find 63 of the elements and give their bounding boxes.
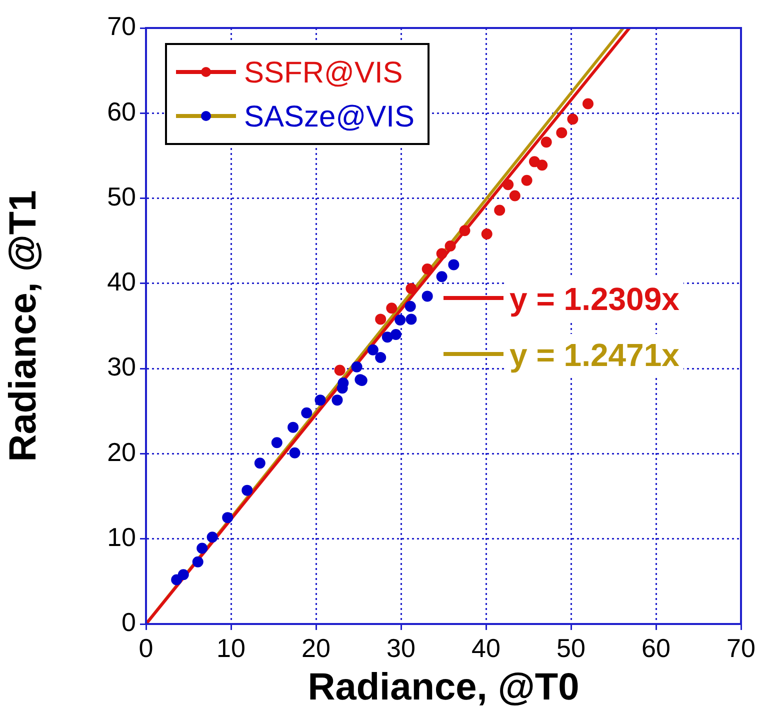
y-tick-label: 0 [122,607,136,638]
point [404,300,416,312]
legend-label: SSFR@VIS [244,56,403,90]
point [422,290,433,302]
point [444,240,456,252]
x-tick-label: 10 [216,632,246,663]
point [567,114,578,125]
point [459,225,470,236]
point [556,127,568,138]
point [436,271,448,282]
legend-label: SASze@VIS [244,100,415,134]
point [536,160,548,171]
point [242,484,253,496]
point [509,190,520,202]
point [222,512,234,524]
point [394,314,406,326]
x-tick-label: 30 [386,632,416,663]
point [386,302,398,314]
y-tick-label: 70 [107,11,136,42]
point [422,263,433,274]
point [406,314,417,325]
point [502,179,514,190]
y-tick-label: 20 [107,436,136,467]
x-tick-label: 50 [556,632,586,663]
annotation: y = 1.2471x [510,336,680,373]
y-tick-label: 50 [107,181,136,212]
point [521,174,532,186]
point [271,437,282,448]
point [375,314,386,325]
point [192,556,204,568]
point [206,532,218,543]
annotation: y = 1.2309x [510,280,680,317]
point [494,204,506,216]
point [390,329,402,340]
point [332,394,343,406]
y-tick-label: 60 [107,96,136,126]
x-tick-label: 40 [472,632,500,663]
point [540,136,552,148]
point [448,259,460,270]
point [351,361,362,372]
point [406,283,417,294]
point [289,447,300,458]
x-axis-title: Radiance, @T0 [308,666,580,709]
point [367,344,378,356]
point [582,98,594,110]
point [382,332,393,343]
y-axis-title: Radiance, @T1 [2,190,44,462]
x-tick-label: 20 [302,632,330,663]
y-tick-label: 30 [107,352,136,382]
point [178,569,189,580]
point [334,364,346,376]
y-tick-label: 10 [107,522,136,552]
point [196,542,208,554]
point [314,394,326,406]
y-tick-label: 40 [107,266,136,297]
point [288,422,299,433]
point [301,407,312,418]
point [481,228,492,240]
point [436,248,448,260]
point [254,458,266,469]
x-tick-label: 70 [726,632,756,663]
x-tick-label: 60 [642,632,670,663]
point [375,352,386,364]
